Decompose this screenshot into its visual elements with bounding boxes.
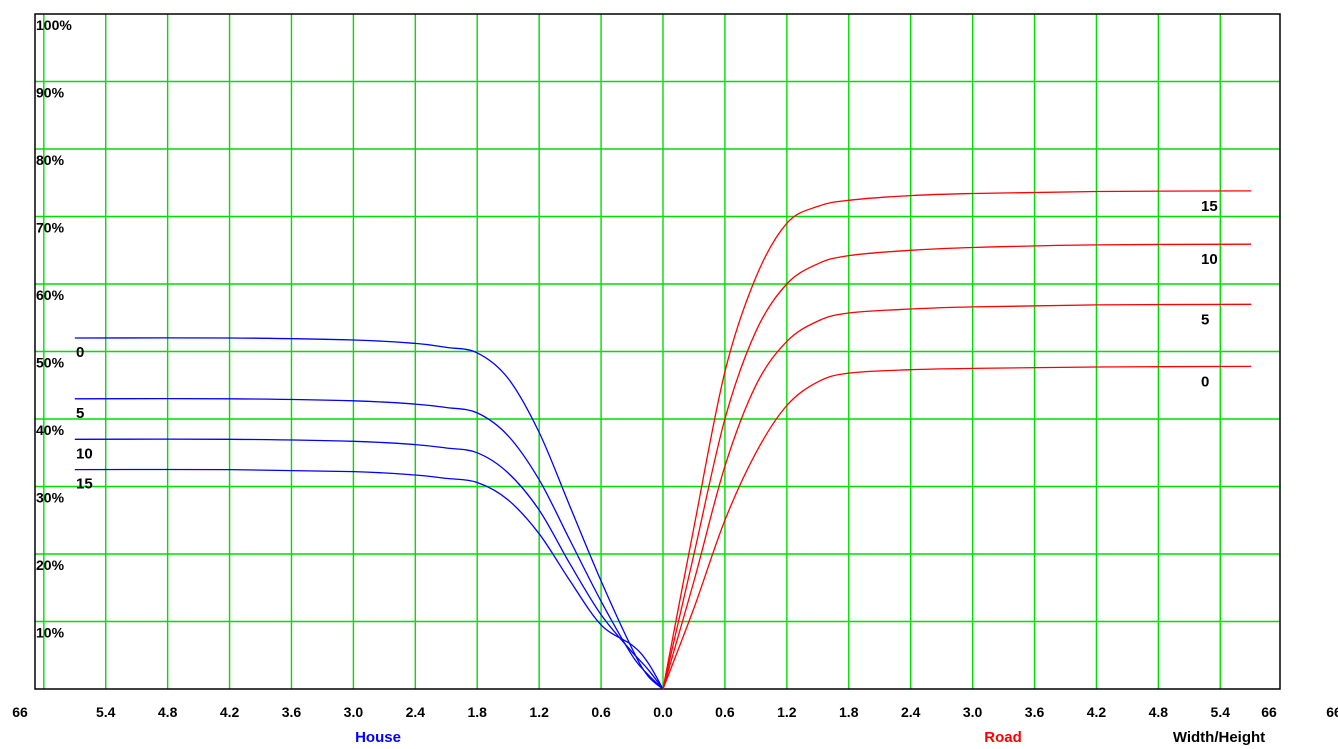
grid [34, 13, 1281, 690]
x-tick-label: 0.6 [591, 704, 611, 720]
x-tick-label: 1.8 [468, 704, 488, 720]
x-tick-label: 2.4 [406, 704, 426, 720]
x-tick-label: 3.6 [282, 704, 302, 720]
y-tick-label: 80% [36, 152, 65, 168]
house-series-label: 10 [76, 445, 93, 462]
road-caption: Road [984, 729, 1022, 746]
x-tick-label: 4.2 [220, 704, 240, 720]
y-tick-label: 30% [36, 490, 65, 506]
house-curve-0 [74, 337, 664, 690]
x-tick-label: 3.6 [1025, 704, 1045, 720]
x-tick-label: 1.2 [529, 704, 549, 720]
x-tick-label: 3.0 [344, 704, 364, 720]
house-curve-5 [74, 397, 664, 690]
x-tick-label: 0.6 [715, 704, 735, 720]
x-tick-label: 0.0 [653, 704, 673, 720]
series-labels: 0 5 10 15 15 10 5 0 [76, 198, 1218, 493]
x-tick-label: 2.4 [901, 704, 921, 720]
x-tick-label: 66 [12, 704, 28, 720]
curves [74, 190, 1252, 690]
x-tick-label: 5.4 [96, 704, 116, 720]
house-curve-15 [74, 468, 664, 690]
y-tick-label: 10% [36, 625, 65, 641]
x-tick-label: 1.2 [777, 704, 797, 720]
house-series-label: 5 [76, 405, 84, 422]
road-curve-15 [662, 190, 1252, 690]
x-axis-ticks: 66 5.4 4.8 4.2 3.6 3.0 2.4 1.8 1.2 0.6 0.0 0.6 1.2 1.… [12, 704, 1338, 720]
x-tick-label: 3.0 [963, 704, 983, 720]
road-series-label: 10 [1201, 251, 1218, 268]
house-caption: House [355, 729, 401, 746]
road-curve-5 [662, 303, 1252, 690]
y-axis-ticks: 100% 90% 80% 70% 60% 50% 40% 30% 20% 10% [36, 17, 72, 641]
y-tick-label: 50% [36, 355, 65, 371]
house-series-label: 15 [76, 476, 93, 493]
y-tick-label: 70% [36, 220, 65, 236]
x-tick-label: 4.8 [158, 704, 178, 720]
road-curve-10 [662, 243, 1252, 690]
y-tick-label: 40% [36, 422, 65, 438]
axis-caption: Width/Height [1173, 729, 1265, 746]
road-series-label: 5 [1201, 311, 1209, 328]
x-tick-label: 1.8 [839, 704, 859, 720]
x-tick-label: 4.2 [1087, 704, 1107, 720]
y-tick-label: 100% [36, 17, 72, 33]
plot-frame [34, 13, 1281, 690]
y-tick-label: 60% [36, 287, 65, 303]
x-tick-label: 66 [1261, 704, 1277, 720]
road-series-label: 15 [1201, 198, 1218, 215]
road-series-label: 0 [1201, 373, 1209, 390]
house-series-label: 0 [76, 344, 84, 361]
y-tick-label: 90% [36, 85, 65, 101]
x-tick-label: 5.4 [1211, 704, 1231, 720]
x-tick-label: 4.8 [1149, 704, 1169, 720]
road-curve-0 [662, 365, 1252, 690]
x-tick-label: 66 [1326, 704, 1338, 720]
y-tick-label: 20% [36, 557, 65, 573]
house-curve-10 [74, 438, 664, 690]
